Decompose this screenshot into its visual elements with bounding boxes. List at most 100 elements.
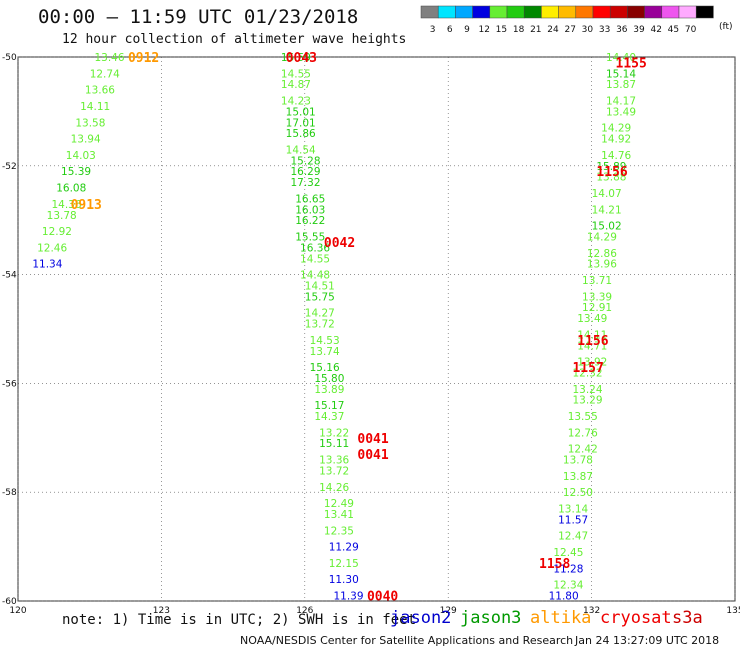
swh-value-label: 12.32 — [572, 368, 602, 380]
swh-value-label: 16.22 — [295, 215, 325, 227]
swh-value-label: 12.46 — [37, 242, 67, 254]
swh-value-label: 16.65 — [295, 193, 325, 205]
x-tick-label: 120 — [9, 606, 26, 616]
swh-value-label: 13.66 — [85, 85, 115, 97]
legend-label: 30 — [582, 25, 594, 35]
swh-value-label: 15.86 — [286, 128, 316, 140]
swh-value-label: 16.08 — [56, 183, 86, 195]
swh-value-label: 13.72 — [319, 465, 349, 477]
swh-value-label: 13.39 — [582, 291, 612, 303]
swh-value-label: 14.55 — [281, 68, 311, 80]
swh-value-label: 13.29 — [572, 395, 602, 407]
x-tick-label: 129 — [440, 606, 457, 616]
swh-value-label: 12.35 — [324, 525, 354, 537]
swh-value-label: 13.46 — [94, 52, 124, 64]
legend-label: 33 — [599, 25, 610, 35]
swh-value-label: 14.51 — [305, 280, 335, 292]
legend-swatch — [592, 5, 611, 19]
swh-value-label: 15.89 — [596, 161, 626, 173]
legend-label: 27 — [564, 25, 575, 35]
legend-label: 70 — [685, 25, 697, 35]
swh-value-label: 14.36 — [51, 199, 81, 211]
swh-value-label: 13.72 — [305, 319, 335, 331]
swh-value-label: 14.76 — [601, 150, 631, 162]
swh-value-label: 13.55 — [568, 411, 598, 423]
legend-label: 21 — [530, 25, 541, 35]
swh-value-label: 12.92 — [42, 226, 72, 238]
swh-value-label: 13.71 — [582, 275, 612, 287]
swh-value-label: 15.14 — [606, 68, 636, 80]
swh-value-label: 13.36 — [319, 455, 349, 467]
legend-swatch — [627, 5, 645, 19]
swh-value-label: 14.27 — [305, 308, 335, 320]
legend-label: 12 — [478, 25, 489, 35]
swh-value-label: 14.07 — [592, 188, 622, 200]
swh-value-label: 12.34 — [553, 580, 583, 592]
swh-value-label: 13.14 — [558, 504, 588, 516]
pass-time-label: 0043 — [286, 51, 317, 66]
swh-value-label: 14.55 — [300, 253, 330, 265]
pass-time-label: 1156 — [577, 334, 608, 349]
pass-time-label: 0041 — [357, 448, 388, 463]
x-tick-label: 135 — [726, 606, 740, 616]
swh-value-label: 15.02 — [592, 221, 622, 233]
swh-value-label: 14.40 — [606, 52, 636, 64]
satellite-altika: altika — [530, 608, 592, 628]
legend-swatch — [420, 5, 439, 19]
legend-swatch — [455, 5, 473, 19]
swh-value-label: 14.21 — [592, 204, 622, 216]
swh-value-label: 15.16 — [310, 362, 340, 374]
chart-subtitle: 12 hour collection of altimeter wave hei… — [62, 32, 407, 47]
satellite-jason3: jason3 — [460, 608, 522, 628]
swh-value-label: 12.15 — [329, 558, 359, 570]
swh-value-label: 15.39 — [61, 166, 91, 178]
swh-value-label: 13.92 — [577, 357, 607, 369]
pass-time-label: 0042 — [324, 236, 355, 251]
swh-value-label: 17.32 — [290, 177, 320, 189]
swh-value-label: 15.17 — [314, 400, 344, 412]
swh-value-label: 14.11 — [577, 329, 607, 341]
legend-swatch — [644, 5, 663, 19]
legend-label: 36 — [616, 25, 628, 35]
legend-label: 45 — [668, 25, 679, 35]
swh-value-label: 12.50 — [563, 487, 593, 499]
swh-value-label: 15.55 — [295, 232, 325, 244]
swh-value-label: 13.49 — [577, 313, 607, 325]
chart-title: 00:00 – 11:59 UTC 01/23/2018 — [38, 6, 359, 28]
legend-swatch — [678, 5, 697, 19]
legend-label: 6 — [447, 25, 453, 35]
legend-swatch — [695, 5, 714, 19]
x-tick-label: 132 — [583, 606, 600, 616]
legend-label: 42 — [650, 25, 661, 35]
swh-value-label: 14.37 — [314, 411, 344, 423]
swh-value-label: 14.23 — [281, 96, 311, 108]
data-labels: 13.46 12.74 13.66 14.11 13.58 13.94 14.03 15.39… — [32, 52, 636, 603]
y-tick-label: -58 — [2, 488, 17, 498]
swh-value-label: 11.34 — [32, 259, 62, 271]
swh-value-label: 17.01 — [286, 117, 316, 129]
swh-value-label: 15.01 — [286, 106, 316, 118]
y-tick-label: -54 — [2, 271, 17, 281]
footer-credit: NOAA/NESDIS Center for Satellite Applica… — [240, 634, 574, 647]
swh-value-label: 12.91 — [582, 302, 612, 314]
pass-time-label: 0913 — [71, 198, 102, 213]
y-tick-label: -52 — [2, 162, 17, 172]
legend-swatch — [541, 5, 559, 19]
swh-value-label: 13.41 — [324, 509, 354, 521]
x-tick-label: 123 — [153, 606, 170, 616]
footer-timestamp: Jan 24 13:27:09 UTC 2018 — [575, 634, 720, 647]
legend-swatch — [523, 5, 542, 19]
swh-value-label: 13.87 — [563, 471, 593, 483]
swh-value-label: 11.29 — [329, 542, 359, 554]
satellite-jason2: jason2 — [390, 608, 452, 628]
swh-value-label: 11.39 — [333, 591, 363, 603]
swh-value-label: 12.76 — [568, 427, 598, 439]
swh-value-label: 13.78 — [563, 455, 593, 467]
swh-value-label: 13.87 — [606, 79, 636, 91]
pass-time-label: 0912 — [128, 51, 159, 66]
swh-value-label: 15.59 — [281, 52, 311, 64]
legend-label: 15 — [496, 25, 507, 35]
legend-label: 3 — [430, 25, 436, 35]
